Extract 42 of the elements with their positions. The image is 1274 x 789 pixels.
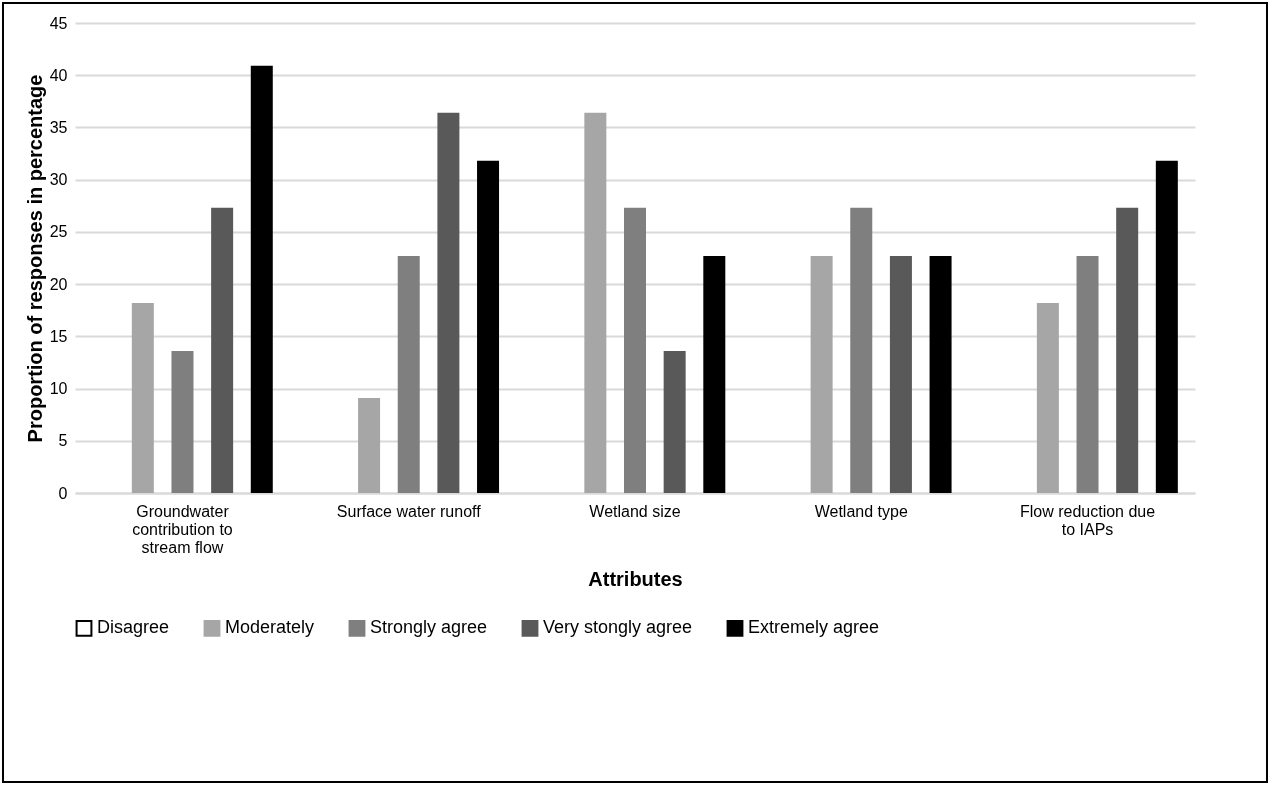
y-tick-label: 30	[49, 171, 68, 189]
x-tick-label: Groundwater contribution to stream flow	[132, 502, 233, 556]
bar	[1076, 255, 1099, 493]
bar	[889, 255, 912, 493]
y-tick-label: 20	[49, 275, 68, 293]
bar	[624, 207, 646, 493]
bar	[1036, 302, 1059, 493]
y-tick-label: 25	[49, 223, 68, 241]
y-axis-title: Proportion of responses in percentage	[23, 74, 46, 443]
bar	[358, 397, 381, 493]
bar	[1155, 160, 1178, 493]
x-tick-label: Wetland size	[589, 502, 681, 520]
x-tick-label: Wetland type	[814, 502, 908, 520]
y-tick-label: 15	[49, 327, 68, 345]
y-tick-label: 0	[58, 484, 68, 502]
y-tick-label: 5	[58, 432, 68, 450]
bar	[703, 255, 726, 493]
legend-label: Disagree	[97, 617, 170, 638]
bar	[397, 255, 420, 493]
bar	[1116, 207, 1139, 493]
bar	[250, 65, 273, 493]
legend-label: Extremely agree	[748, 617, 880, 638]
x-tick-label: Surface water runoff	[336, 502, 482, 520]
legend-label: Moderately	[225, 617, 315, 638]
y-tick-label: 10	[49, 380, 68, 398]
bar	[477, 160, 500, 493]
bar	[437, 112, 460, 493]
bar	[131, 302, 154, 493]
x-tick-label: Flow reduction due to IAPs	[1019, 502, 1156, 538]
y-tick-label: 45	[49, 14, 68, 32]
legend-label: Strongly agree	[370, 617, 488, 638]
y-tick-label: 40	[49, 66, 68, 84]
x-axis-title: Attributes	[588, 567, 683, 590]
bar	[929, 255, 952, 493]
bar	[810, 255, 833, 493]
bar	[211, 207, 234, 493]
bar	[663, 350, 686, 493]
legend-label: Very stongly agree	[543, 617, 693, 638]
bar	[171, 350, 194, 493]
bar	[584, 112, 607, 493]
bar	[850, 207, 873, 493]
y-tick-label: 35	[49, 118, 68, 136]
